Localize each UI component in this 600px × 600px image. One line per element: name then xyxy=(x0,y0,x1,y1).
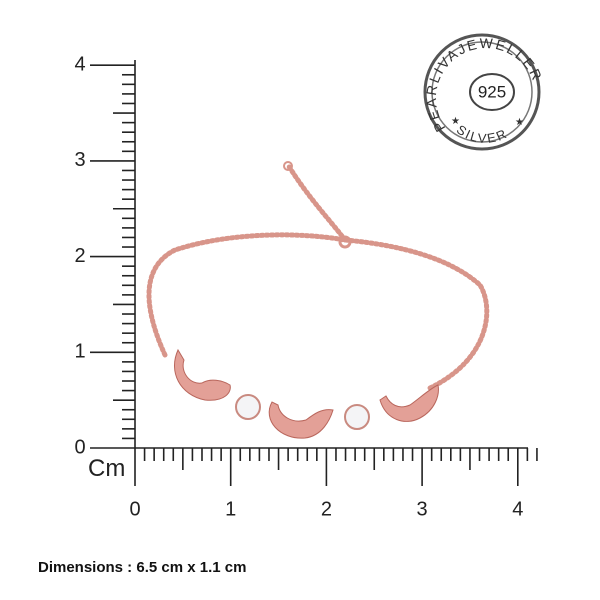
dolphin xyxy=(173,348,231,401)
gem xyxy=(344,404,370,430)
ruler xyxy=(90,60,538,486)
x-ruler-label: 1 xyxy=(225,498,236,520)
stamp: 925 PEARLIVAJEWELLER SILVER ★ ★ xyxy=(423,33,544,151)
bracelet xyxy=(146,161,490,439)
x-ruler-label: 4 xyxy=(512,498,523,520)
clasp xyxy=(338,235,352,249)
y-ruler-label: 0 xyxy=(74,436,85,458)
gem xyxy=(235,394,261,420)
stamp-outer-ring xyxy=(423,33,541,151)
y-ruler-label: 1 xyxy=(74,341,85,363)
y-ruler-label: 3 xyxy=(74,149,85,171)
x-ruler-label: 2 xyxy=(321,498,332,520)
y-ruler-label: 2 xyxy=(74,245,85,267)
dolphin xyxy=(268,401,334,439)
stamp-star: ★ xyxy=(515,117,524,128)
y-ruler-label: 4 xyxy=(74,53,85,75)
stamp-inner-ring xyxy=(431,41,533,143)
dolphin xyxy=(379,384,439,422)
stamp-center-text: 925 xyxy=(478,82,506,101)
stamp-center-oval xyxy=(469,73,515,111)
chain-end xyxy=(283,161,293,171)
caption: Dimensions : 6.5 cm x 1.1 cm xyxy=(38,559,246,576)
x-ruler-label: 0 xyxy=(129,498,140,520)
x-ruler-label: 3 xyxy=(417,498,428,520)
chain-extender xyxy=(285,162,348,243)
unit-label: Cm xyxy=(88,455,125,482)
stamp-star: ★ xyxy=(451,116,460,127)
